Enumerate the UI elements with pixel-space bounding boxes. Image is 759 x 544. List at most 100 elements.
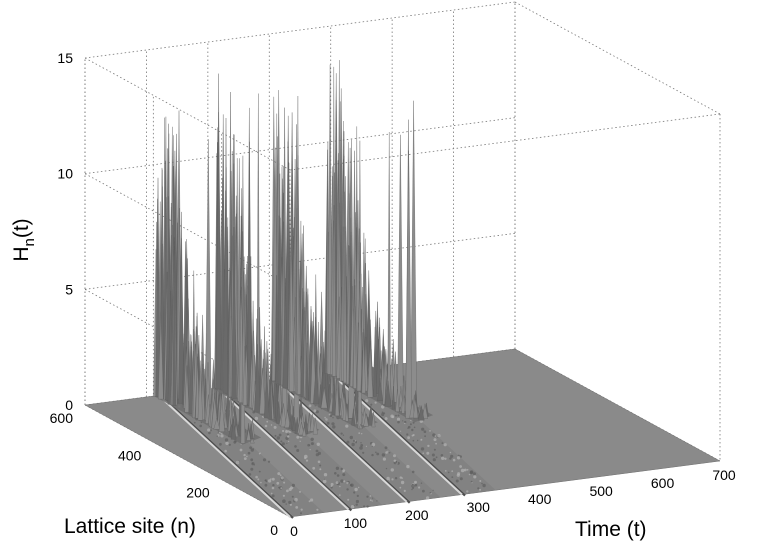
- wake-speck: [473, 472, 476, 476]
- wake-speck: [422, 489, 425, 493]
- wake-speck: [451, 476, 454, 478]
- wake-speck: [308, 500, 311, 503]
- wake-speck: [208, 431, 211, 435]
- wake-speck: [406, 433, 409, 436]
- burst-spike: [377, 377, 383, 401]
- burst-spike: [367, 342, 374, 398]
- burst-spike: [158, 311, 164, 400]
- wake-speck: [277, 472, 281, 476]
- wake-speck: [479, 480, 482, 482]
- wave-front-shadow: [277, 380, 411, 504]
- wake-speck: [402, 420, 404, 422]
- wake-speck: [274, 434, 277, 437]
- x-axis-label: Time (t): [575, 518, 647, 541]
- wake-speck: [282, 499, 286, 504]
- burst-spike: [242, 346, 248, 406]
- wake-speck: [276, 436, 280, 440]
- wake-speck: [330, 485, 333, 488]
- burst-spike: [305, 342, 309, 401]
- burst-spike: [215, 112, 222, 390]
- wake-speck: [258, 470, 261, 473]
- wake-speck: [270, 478, 272, 480]
- wake-speck: [355, 441, 357, 444]
- wake-speck: [440, 454, 444, 457]
- wake-speck: [349, 435, 353, 440]
- wake-speck: [395, 414, 397, 417]
- y-tick-label: 0: [270, 522, 278, 538]
- wake-speck: [286, 489, 289, 493]
- wake-speck: [456, 456, 461, 460]
- wake-speck: [399, 476, 402, 479]
- wake-speck: [466, 490, 469, 493]
- wake-speck: [272, 484, 275, 487]
- wake-speck: [340, 432, 343, 435]
- wake-speck: [350, 483, 354, 487]
- wake-speck: [381, 453, 386, 457]
- wake-speck: [435, 442, 437, 445]
- z-axis-label: Hn(t): [10, 218, 38, 261]
- wake-speck: [411, 428, 414, 432]
- wake-speck: [260, 481, 262, 484]
- x-tick-label: 700: [712, 467, 736, 483]
- wake-speck: [342, 434, 345, 436]
- wake-speck: [479, 488, 482, 491]
- wake-speck: [286, 433, 289, 436]
- wake-speck: [250, 458, 254, 462]
- x-tick-label: 600: [651, 475, 675, 491]
- wake-speck: [296, 435, 300, 439]
- burst-spike: [268, 373, 273, 420]
- burst-spike: [334, 377, 340, 417]
- wake-speck: [251, 462, 254, 464]
- burst-spike: [172, 245, 177, 406]
- wake-speck: [412, 421, 415, 424]
- wake-speck: [370, 403, 373, 406]
- wake-speck: [264, 424, 268, 428]
- wake-speck: [330, 482, 334, 486]
- wake-speck: [199, 424, 202, 428]
- burst-spike: [278, 173, 282, 385]
- wake-speck: [264, 479, 266, 482]
- wake-speck: [315, 453, 319, 457]
- burst-spike: [367, 407, 374, 426]
- wake-speck: [429, 430, 431, 432]
- wake-speck: [414, 480, 417, 484]
- wake-speck: [336, 474, 340, 477]
- wake-speck: [264, 483, 268, 487]
- wake-speck: [225, 441, 229, 445]
- wake-speck: [296, 449, 300, 452]
- burst-spike: [312, 417, 318, 435]
- wake-speck: [444, 470, 447, 472]
- wake-speck: [258, 453, 261, 455]
- wake-speck: [324, 416, 326, 419]
- wake-speck: [335, 466, 340, 470]
- wake-speck: [219, 442, 222, 446]
- wake-speck: [299, 490, 301, 493]
- wake-speck: [420, 447, 425, 451]
- wake-speck: [369, 495, 372, 497]
- wake-speck: [459, 465, 462, 468]
- z-tick-label: 15: [57, 50, 73, 66]
- wake-speck: [340, 467, 343, 471]
- wake-speck: [390, 468, 394, 472]
- x-tick-label: 300: [467, 499, 491, 515]
- wake-speck: [346, 488, 349, 491]
- wake-speck: [326, 421, 330, 425]
- burst-spike: [320, 387, 328, 409]
- burst-spike: [382, 354, 386, 405]
- wake-speck: [354, 487, 358, 492]
- wake-speck: [246, 455, 248, 458]
- wake-speck: [355, 503, 358, 506]
- wake-speck: [314, 405, 316, 407]
- burst-spike: [184, 365, 190, 413]
- wake-speck: [315, 410, 319, 414]
- wake-speck: [431, 453, 435, 457]
- wake-speck: [374, 401, 377, 404]
- burst-spike: [264, 374, 270, 419]
- wake-speck: [437, 434, 441, 438]
- wake-speck: [420, 439, 422, 441]
- x-tick-label: 500: [589, 483, 613, 499]
- wake-speck: [420, 482, 423, 484]
- z-tick-label: 5: [65, 281, 73, 297]
- wake-speck: [317, 460, 321, 464]
- wave-front-ridge: [216, 387, 350, 511]
